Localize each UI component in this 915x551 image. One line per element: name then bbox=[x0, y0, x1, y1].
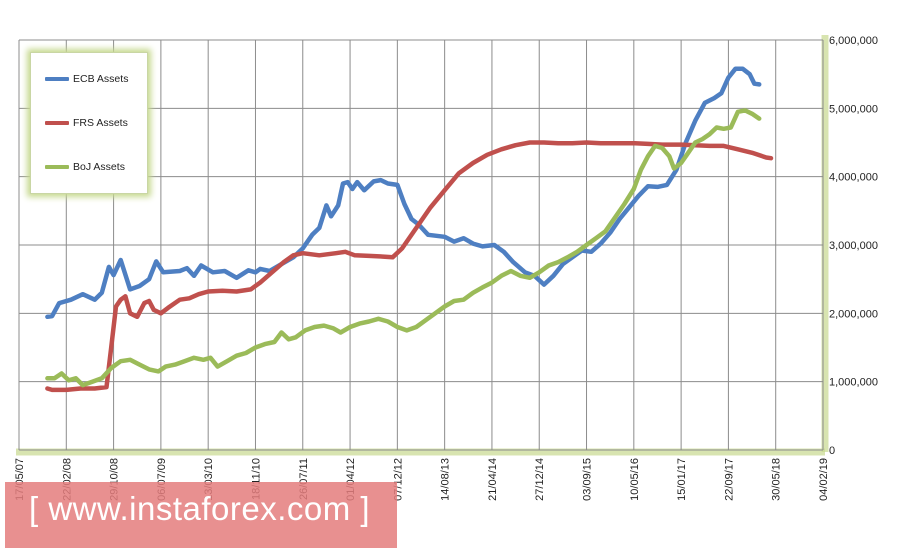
x-tick-label: 03/09/15 bbox=[582, 458, 594, 501]
legend-label-frs: FRS Assets bbox=[73, 117, 128, 129]
y-tick-label: 5,000,000 bbox=[829, 103, 878, 115]
y-axis-labels: 0 1,000,000 2,000,000 3,000,000 4,000,000 5,0… bbox=[829, 35, 878, 457]
x-tick-label: 10/05/16 bbox=[629, 458, 641, 501]
x-tick-label: 14/08/13 bbox=[440, 458, 452, 501]
legend-swatch-frs bbox=[45, 121, 69, 125]
y-tick-label: 3,000,000 bbox=[829, 240, 878, 252]
x-tick-label: 27/12/14 bbox=[534, 458, 546, 501]
series-line-ecb bbox=[45, 66, 762, 320]
y-tick-label: 6,000,000 bbox=[829, 35, 878, 47]
y-tick-label: 1,000,000 bbox=[829, 377, 878, 389]
legend-swatch-ecb bbox=[45, 77, 69, 81]
x-tick-label: 21/04/14 bbox=[487, 458, 499, 501]
legend-label-ecb: ECB Assets bbox=[73, 73, 129, 85]
watermark-banner: [ www.instaforex.com ] bbox=[5, 482, 397, 548]
legend-item-ecb: ECB Assets bbox=[45, 71, 128, 87]
legend-label-boj: BoJ Assets bbox=[73, 161, 125, 173]
series-line-frs bbox=[45, 140, 774, 393]
x-tick-label: 15/01/17 bbox=[676, 458, 688, 501]
series-line-boj bbox=[45, 108, 762, 388]
y-tick-label: 0 bbox=[829, 445, 835, 457]
legend-swatch-boj bbox=[45, 165, 69, 169]
y-tick-label: 4,000,000 bbox=[829, 172, 878, 184]
legend-item-frs: FRS Assets bbox=[45, 115, 128, 131]
legend-item-boj: BoJ Assets bbox=[45, 159, 125, 175]
x-tick-label: 22/09/17 bbox=[723, 458, 735, 501]
series-lines bbox=[45, 66, 774, 393]
x-tick-label: 04/02/19 bbox=[818, 458, 830, 501]
watermark-text: [ www.instaforex.com ] bbox=[29, 490, 371, 527]
y-tick-label: 2,000,000 bbox=[829, 308, 878, 320]
legend: ECB Assets FRS Assets BoJ Assets bbox=[30, 52, 148, 194]
x-tick-label: 30/05/18 bbox=[771, 458, 783, 501]
